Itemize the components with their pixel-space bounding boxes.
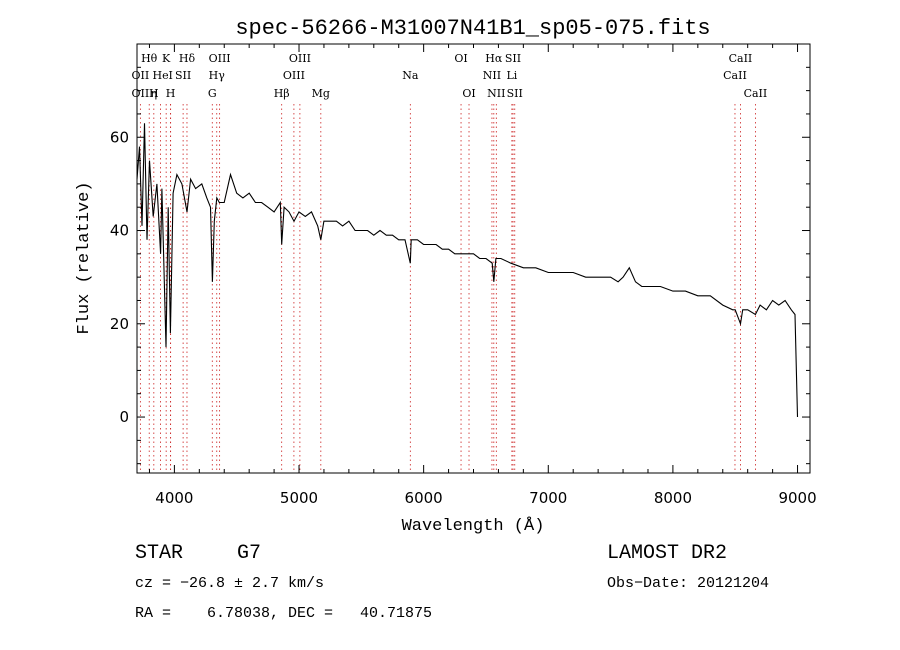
y-tick-label: 0 (119, 408, 129, 426)
sky-coordinates: RA = 6.78038, DEC = 40.71875 (135, 605, 433, 622)
x-axis-label: Wavelength (Å) (402, 517, 545, 536)
line-marker-label: H (166, 87, 176, 100)
line-marker-label: SII (505, 52, 521, 65)
line-marker-label: OIII (209, 52, 231, 65)
y-axis-ticks: 0 20 40 60 (110, 66, 810, 465)
line-marker-label: NII (483, 69, 501, 82)
line-marker-label: Hγ (209, 69, 226, 82)
survey-name: LAMOST DR2 (607, 542, 728, 565)
obs-date: Obs−Date: 20121204 (607, 575, 770, 592)
line-marker-label: Mg (312, 87, 330, 100)
chart-title: spec-56266-M31007N41B1_sp05-075.fits (235, 16, 710, 41)
line-marker-label: OII (132, 69, 150, 82)
line-marker-label: CaII (723, 69, 747, 82)
line-marker-label: OIII (283, 69, 305, 82)
emission-line-markers (139, 104, 756, 473)
line-marker-label: OII (132, 87, 150, 100)
object-subclass: G7 (237, 542, 262, 565)
line-marker-label: He (153, 69, 169, 82)
spectrum-series-line (136, 123, 799, 418)
line-marker-label: Li (506, 69, 517, 82)
line-marker-label: η (151, 87, 158, 100)
x-tick-label: 7000 (529, 489, 567, 507)
object-class: STAR (135, 542, 184, 565)
line-marker-label: OI (462, 87, 475, 100)
y-axis-label: Flux (relative) (75, 181, 94, 334)
line-marker-label: CaII (729, 52, 753, 65)
line-marker-label: I (168, 69, 172, 82)
line-marker-label: H (149, 87, 159, 100)
x-tick-label: 5000 (280, 489, 318, 507)
y-tick-label: 60 (110, 128, 129, 146)
line-marker-label: SII (507, 87, 523, 100)
y-tick-label: 40 (110, 222, 129, 240)
line-marker-label: Na (402, 69, 419, 82)
line-marker-label: Hδ (179, 52, 196, 65)
line-marker-label: Hβ (274, 87, 290, 100)
x-axis-ticks: 4000 5000 6000 7000 8000 9000 (148, 44, 817, 507)
y-tick-label: 20 (110, 315, 129, 333)
line-marker-label: Hθ (141, 52, 158, 65)
x-tick-label: 4000 (155, 489, 193, 507)
line-marker-label: CaII (744, 87, 768, 100)
plot-frame (136, 43, 811, 474)
redshift-readout: cz = −26.8 ± 2.7 km/s (135, 575, 325, 592)
line-marker-label: G (208, 87, 217, 100)
line-marker-label: OI (454, 52, 467, 65)
x-tick-label: 6000 (405, 489, 443, 507)
x-tick-label: 8000 (654, 489, 692, 507)
line-marker-label: SII (175, 69, 191, 82)
x-tick-label: 9000 (778, 489, 816, 507)
line-marker-label: NII (487, 87, 505, 100)
line-marker-label: Hα (485, 52, 503, 65)
line-marker-label: OIII (289, 52, 311, 65)
line-marker-label: K (162, 52, 171, 65)
